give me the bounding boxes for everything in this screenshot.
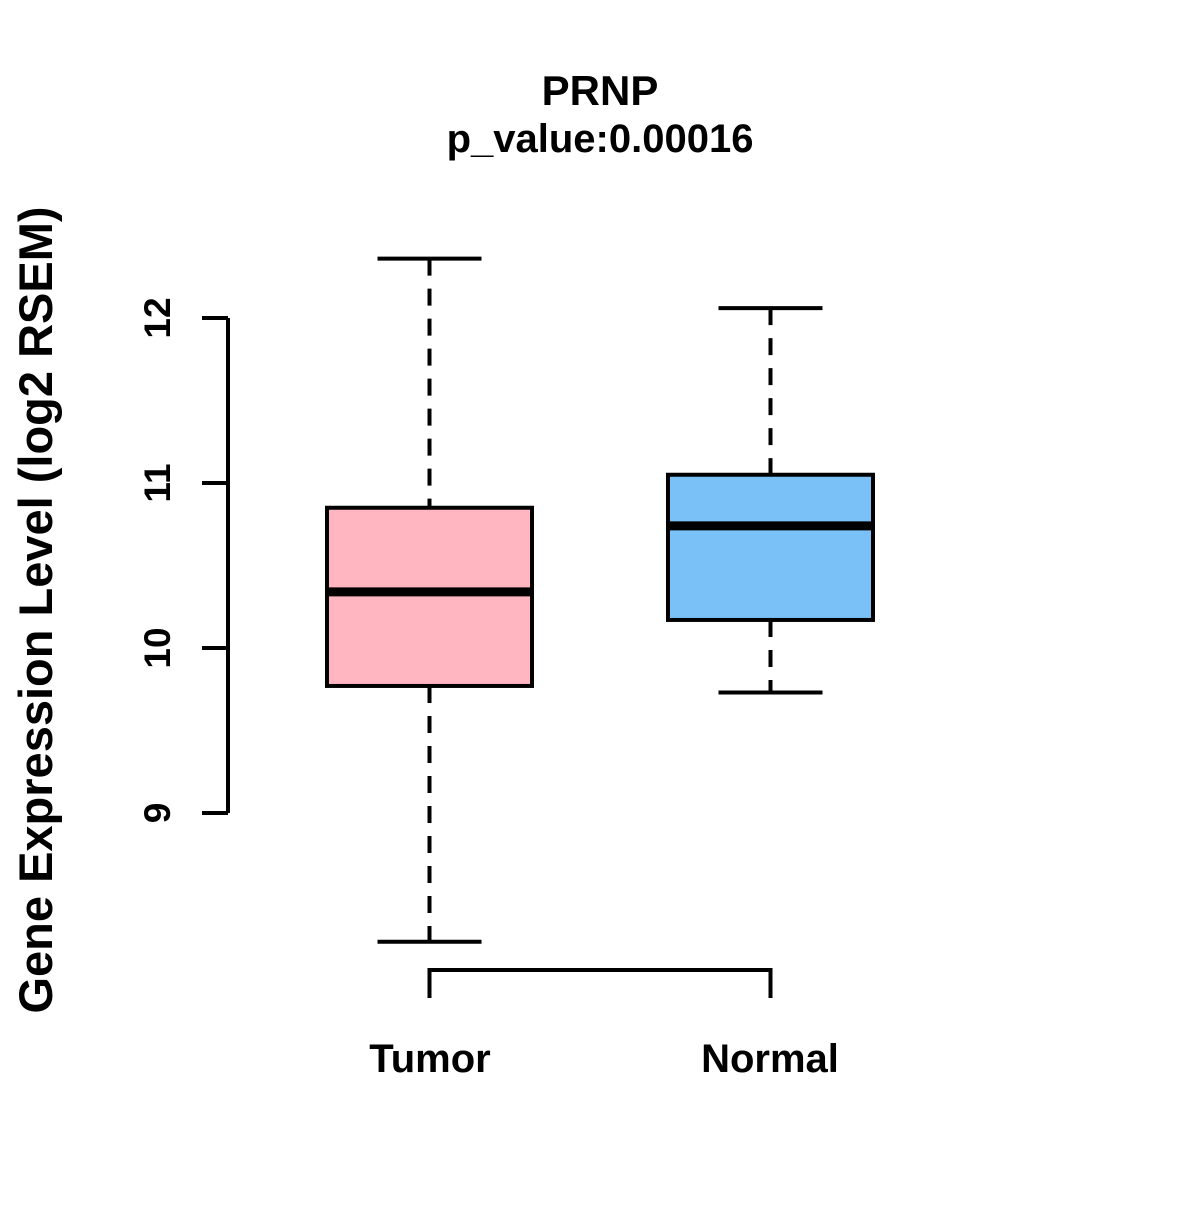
y-axis: 9 10 11 12 [137, 297, 230, 824]
y-tick-label: 9 [137, 803, 178, 824]
x-label-normal: Normal [701, 1037, 839, 1081]
y-tick-label: 10 [137, 627, 178, 668]
chart-subtitle-pvalue: p_value:0.00016 [447, 117, 754, 161]
y-axis-label: Gene Expression Level (log2 RSEM) [9, 206, 62, 1013]
x-axis-bracket [427, 968, 773, 998]
y-tick-label: 11 [137, 463, 178, 502]
chart-title: PRNP [542, 67, 659, 114]
x-label-tumor: Tumor [369, 1037, 490, 1081]
y-tick-label: 12 [137, 297, 178, 338]
tumor-box-rect [325, 505, 534, 688]
boxplot-group-tumor [325, 256, 534, 944]
boxplot-group-normal [666, 306, 875, 695]
normal-box-rect [666, 472, 875, 622]
